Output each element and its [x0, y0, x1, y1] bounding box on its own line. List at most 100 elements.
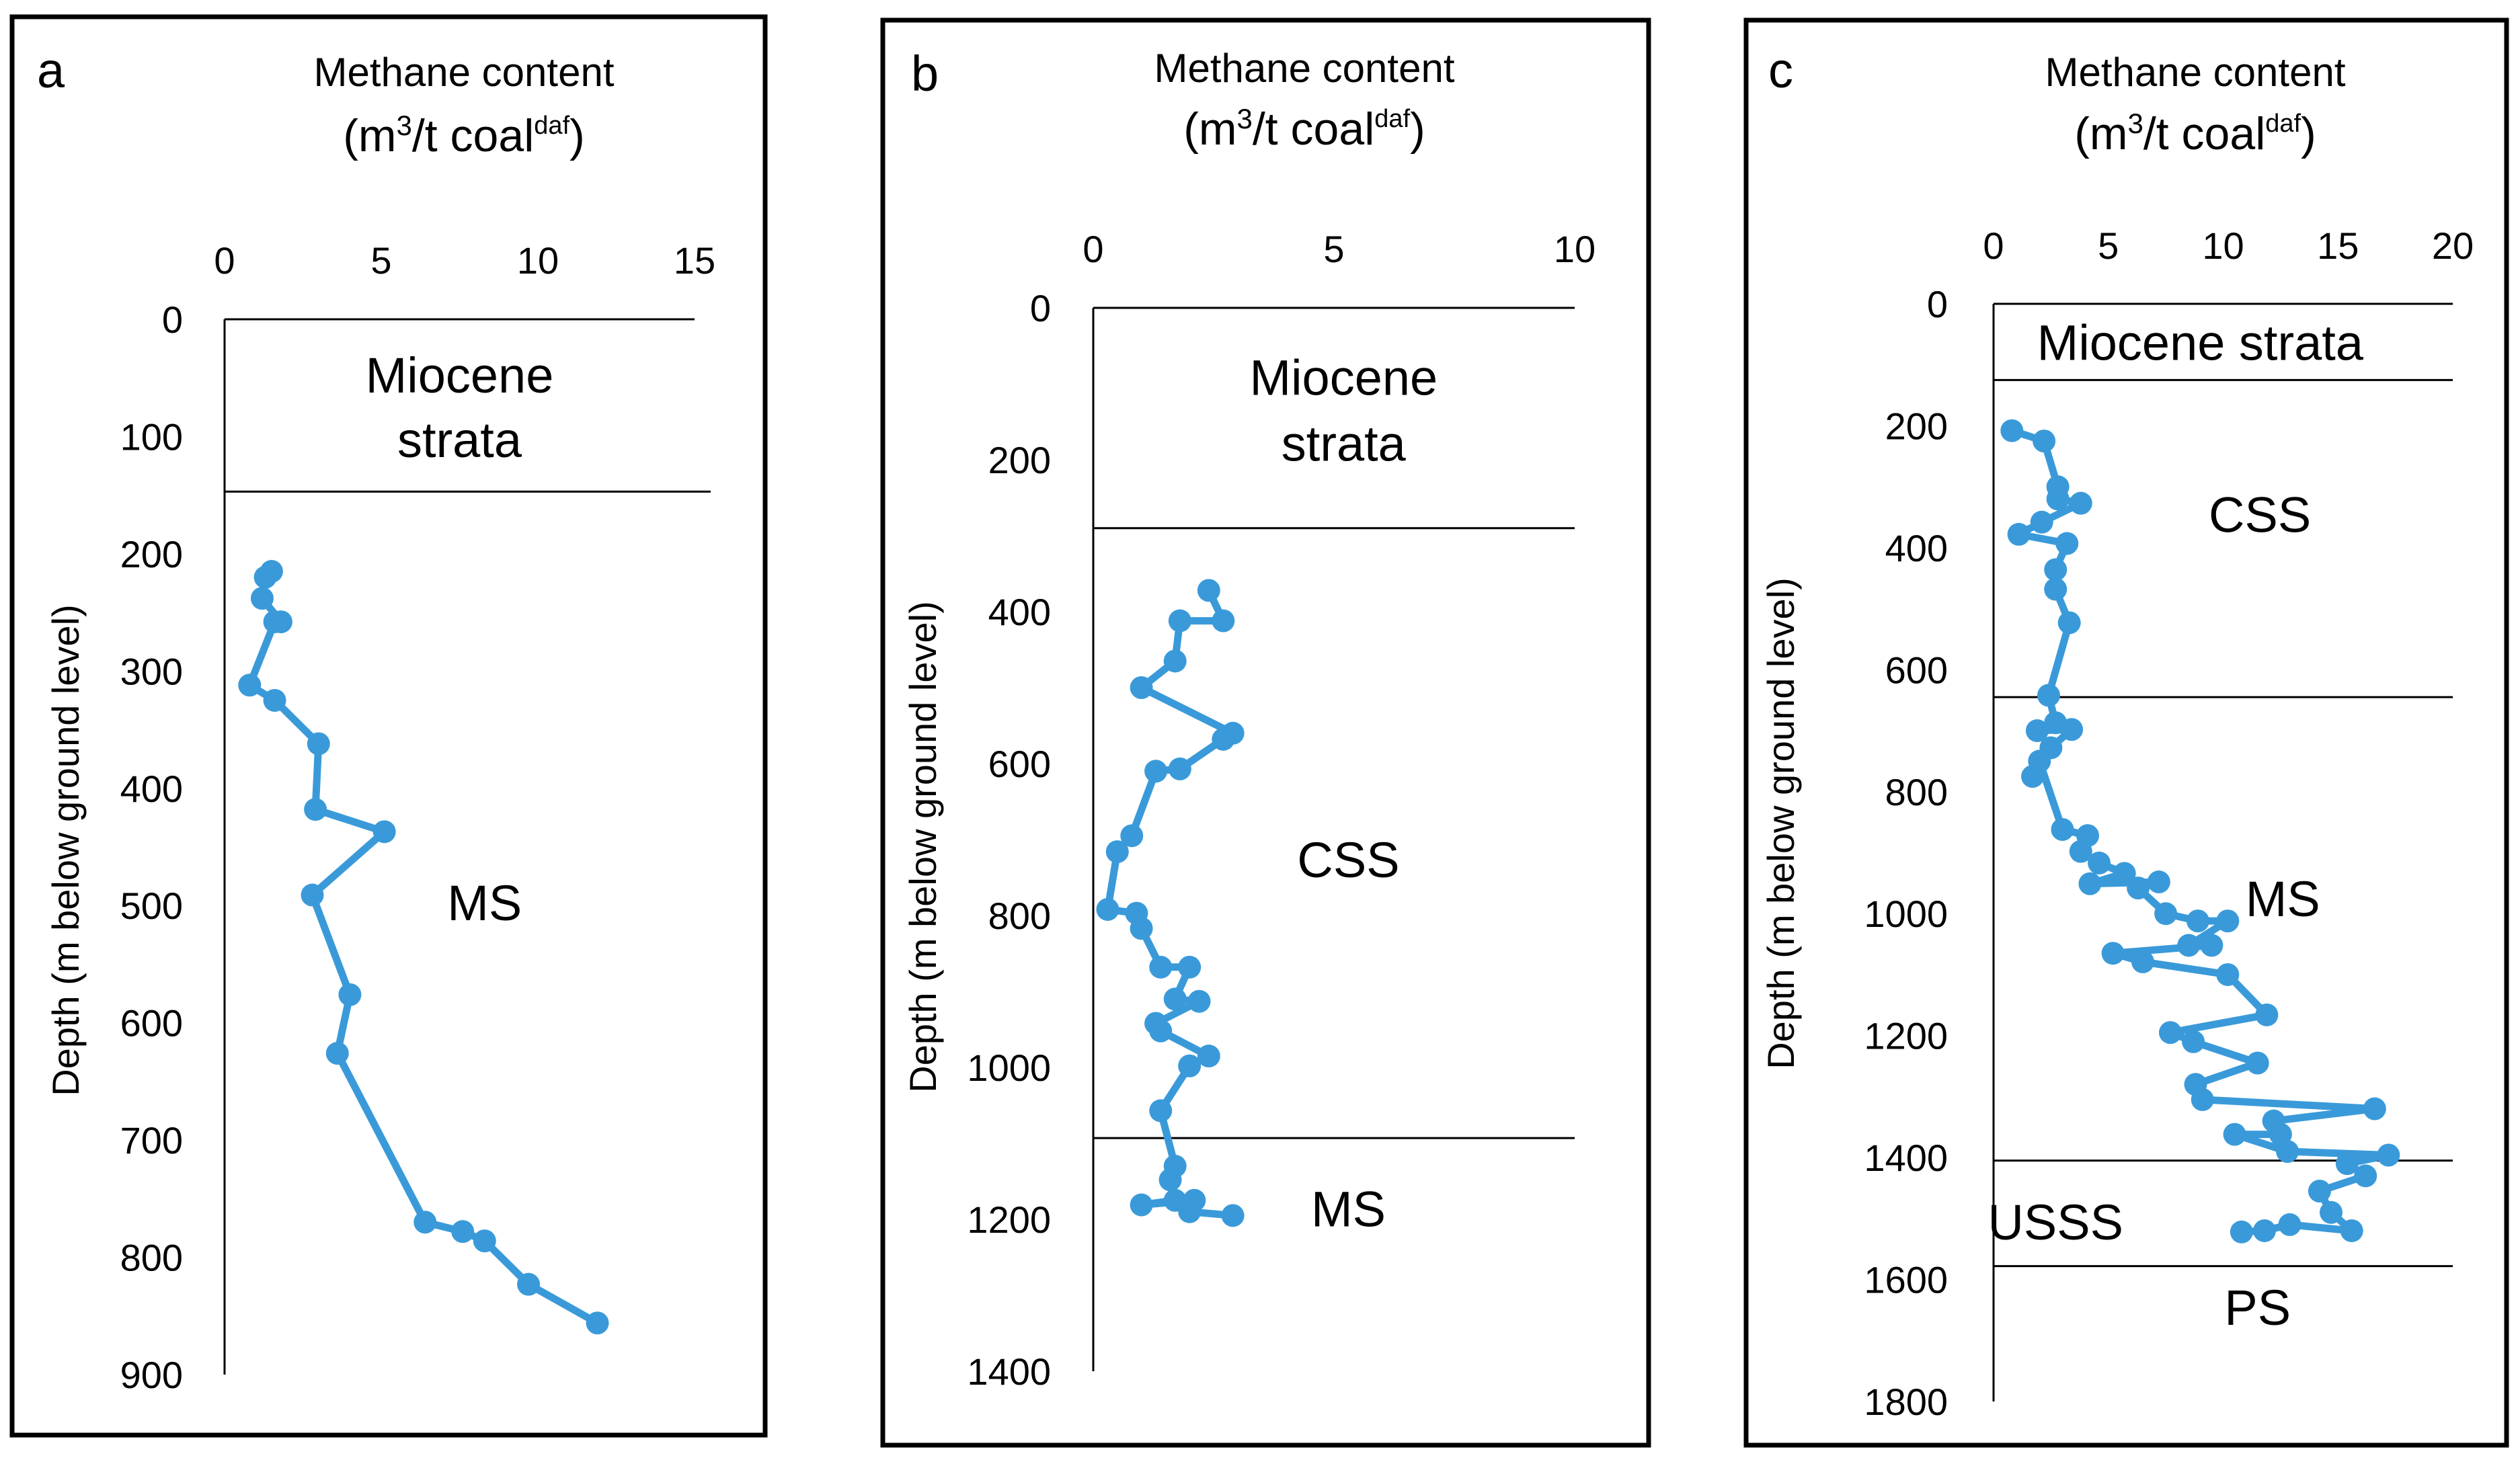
data-point [2033, 430, 2056, 453]
stratum-label: Miocene [1249, 350, 1438, 405]
data-point [2069, 491, 2092, 515]
data-point [2113, 862, 2136, 885]
data-point [2127, 877, 2150, 900]
y-tick-label: 500 [120, 885, 183, 927]
data-point [325, 1042, 349, 1065]
data-point [2186, 909, 2209, 933]
y-tick-label: 200 [988, 439, 1051, 481]
data-point [2028, 749, 2051, 773]
series-line [1104, 586, 1237, 1219]
data-point [372, 820, 396, 844]
x-tick-label: 10 [1554, 228, 1596, 270]
panel-label: c [1768, 42, 1793, 98]
y-tick-label: 0 [1927, 283, 1948, 325]
data-point [338, 983, 362, 1006]
y-tick-label: 200 [1885, 405, 1948, 447]
data-point [1221, 1204, 1245, 1227]
x-tick-label: 5 [370, 239, 391, 282]
stratum-label: Miocene [366, 348, 554, 403]
data-point [2182, 1030, 2205, 1053]
data-point [2057, 611, 2081, 635]
data-point [2230, 1220, 2253, 1244]
x-tick-label: 10 [517, 239, 559, 282]
data-point [263, 688, 286, 712]
y-tick-label: 600 [988, 743, 1051, 785]
data-point [2216, 963, 2240, 986]
y-tick-label: 300 [120, 650, 183, 692]
y-tick-label: 1800 [1864, 1381, 1948, 1423]
data-point [2131, 950, 2154, 973]
x-tick-label: 15 [674, 239, 715, 282]
y-tick-label: 600 [120, 1002, 183, 1045]
y-tick-label: 800 [988, 895, 1051, 937]
stratum-label: PS [2224, 1280, 2291, 1336]
data-point [1178, 1054, 1202, 1077]
panel-border [880, 17, 1651, 1448]
data-point [1149, 1019, 1173, 1043]
x-tick-label: 10 [2202, 225, 2244, 267]
y-tick-label: 800 [120, 1237, 183, 1279]
y-axis-label: Depth (m below ground level) [1760, 577, 1802, 1069]
data-point [2046, 487, 2070, 511]
data-point [2200, 934, 2223, 957]
data-point [1168, 609, 1191, 633]
data-point [2069, 840, 2092, 863]
data-point [2252, 1219, 2276, 1242]
data-point [2044, 577, 2068, 601]
stratum-label: USSS [1987, 1194, 2123, 1250]
data-point [2278, 1213, 2301, 1236]
data-point [1105, 840, 1129, 864]
stratum-label: CSS [1297, 832, 1399, 888]
y-axis-label: Depth (m below ground level) [902, 601, 944, 1092]
series-line [245, 567, 601, 1327]
data-point [301, 883, 324, 907]
y-tick-label: 800 [1885, 771, 1948, 813]
data-point [2158, 1021, 2182, 1045]
y-tick-label: 600 [1885, 649, 1948, 691]
data-point [2147, 870, 2170, 894]
data-point [2320, 1200, 2343, 1224]
data-point [2255, 1003, 2279, 1026]
stratum-label: CSS [2209, 487, 2311, 543]
data-point [2246, 1051, 2269, 1075]
data-point [1163, 987, 1187, 1011]
data-point [304, 798, 327, 821]
data-point [2030, 510, 2053, 534]
x-tick-label: 0 [214, 239, 235, 282]
y-tick-label: 200 [120, 533, 183, 575]
data-point [2088, 851, 2111, 874]
chart-title: Methane content [1154, 46, 1455, 91]
data-point [1149, 955, 1173, 979]
y-tick-label: 1400 [967, 1350, 1051, 1393]
data-point [2340, 1219, 2363, 1242]
data-point [238, 674, 262, 697]
y-tick-label: 400 [120, 768, 183, 810]
y-tick-label: 1000 [1864, 893, 1948, 935]
data-point [253, 565, 277, 589]
data-point [1130, 1193, 1153, 1217]
y-tick-label: 400 [988, 591, 1051, 633]
data-point [2335, 1152, 2359, 1176]
data-point [2177, 934, 2201, 957]
stratum-label: MS [2246, 871, 2320, 927]
y-tick-label: 1000 [967, 1047, 1051, 1089]
data-point [2308, 1180, 2331, 1203]
y-tick-label: 1600 [1864, 1259, 1948, 1301]
data-point [1130, 917, 1153, 940]
data-point [517, 1272, 541, 1296]
data-point [1197, 1045, 1220, 1068]
x-tick-label: 20 [2432, 225, 2474, 267]
stratum-label: MS [1311, 1182, 1386, 1237]
panel-c: c Methane content(m3/t coaldaf)0 5 10 15 2002… [1743, 17, 2509, 1448]
panel-border [9, 14, 768, 1438]
data-point [1212, 609, 1235, 633]
y-tick-label: 700 [120, 1119, 183, 1162]
data-point [2000, 419, 2024, 442]
data-point [1187, 989, 1211, 1013]
data-point [2007, 522, 2031, 546]
x-tick-label: 15 [2317, 225, 2359, 267]
x-tick-label: 5 [1323, 228, 1344, 270]
data-point [2078, 872, 2102, 895]
panel-b: b Methane content (m3/t coaldaf) 0 5 10 0 200 40… [880, 17, 1651, 1448]
data-point [2377, 1143, 2400, 1167]
